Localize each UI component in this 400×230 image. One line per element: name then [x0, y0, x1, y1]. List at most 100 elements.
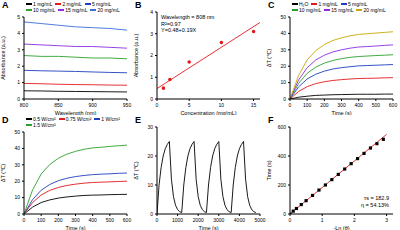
svg-text:0: 0 — [156, 217, 159, 223]
svg-text:3: 3 — [17, 47, 20, 53]
html-text:D: D — [2, 115, 9, 125]
svg-text:30: 30 — [147, 124, 153, 130]
svg-text:200: 200 — [320, 102, 329, 108]
svg-text:3000: 3000 — [213, 217, 224, 223]
svg-text:ΔT (℃): ΔT (℃) — [266, 49, 272, 67]
svg-text:300: 300 — [71, 217, 80, 223]
html-text:τs = 182.9: τs = 182.9 — [364, 195, 389, 201]
svg-text:400: 400 — [278, 153, 287, 159]
svg-text:Concentration (mg/mL): Concentration (mg/mL) — [180, 110, 236, 115]
svg-text:50: 50 — [14, 129, 20, 135]
svg-text:Time (s): Time (s) — [266, 160, 272, 180]
html-text:15 mg/mL: 15 mg/mL — [331, 7, 354, 13]
svg-text:1: 1 — [321, 217, 324, 223]
svg-text:1000: 1000 — [172, 217, 183, 223]
svg-text:1: 1 — [150, 74, 153, 80]
svg-text:850: 850 — [54, 102, 63, 108]
html-text:10 mg/mL: 10 mg/mL — [299, 7, 322, 13]
svg-text:200: 200 — [54, 217, 63, 223]
html-text:Y=0.48+0.19X: Y=0.48+0.19X — [161, 27, 197, 33]
html-text:5 mg/mL: 5 mg/mL — [91, 1, 112, 7]
svg-text:0: 0 — [283, 211, 286, 217]
svg-text:10: 10 — [14, 194, 20, 200]
svg-text:600: 600 — [278, 124, 287, 130]
svg-text:2000: 2000 — [193, 217, 204, 223]
svg-text:600: 600 — [389, 102, 392, 108]
svg-text:0: 0 — [289, 102, 292, 108]
svg-text:Wavelength (nm): Wavelength (nm) — [55, 110, 97, 115]
svg-text:-Ln (θ): -Ln (θ) — [333, 225, 349, 230]
svg-text:0: 0 — [17, 96, 20, 102]
svg-text:0: 0 — [150, 96, 153, 102]
svg-text:2: 2 — [150, 52, 153, 58]
svg-text:800: 800 — [20, 102, 29, 108]
svg-text:950: 950 — [123, 102, 132, 108]
svg-text:50: 50 — [280, 14, 286, 20]
html-text:H₂O: H₂O — [299, 1, 309, 7]
svg-text:Absorbance (a.u.): Absorbance (a.u.) — [133, 33, 139, 77]
svg-text:5: 5 — [188, 102, 191, 108]
html-text:0.75 W/cm²: 0.75 W/cm² — [65, 116, 92, 122]
svg-text:20: 20 — [147, 153, 153, 159]
svg-text:0: 0 — [156, 102, 159, 108]
svg-text:5: 5 — [17, 14, 20, 20]
html-text:1 W/cm²: 1 W/cm² — [101, 116, 120, 122]
svg-text:0: 0 — [23, 217, 26, 223]
svg-text:30: 30 — [280, 47, 286, 53]
svg-text:3: 3 — [385, 217, 388, 223]
html-text:15 mg/mL: 15 mg/mL — [65, 7, 88, 13]
svg-text:15: 15 — [251, 102, 257, 108]
svg-text:4000: 4000 — [234, 217, 245, 223]
svg-text:400: 400 — [88, 217, 97, 223]
svg-text:0: 0 — [283, 96, 286, 102]
svg-text:10: 10 — [147, 182, 153, 188]
svg-text:10: 10 — [280, 79, 286, 85]
svg-text:0: 0 — [289, 217, 292, 223]
html-text:R²=0.97: R²=0.97 — [161, 20, 181, 27]
html-text:B: B — [135, 0, 142, 10]
svg-text:40: 40 — [14, 145, 20, 151]
svg-text:5000: 5000 — [254, 217, 265, 223]
html-text:10 mg/mL: 10 mg/mL — [33, 7, 56, 13]
svg-text:100: 100 — [303, 102, 312, 108]
html-text:E: E — [135, 115, 141, 125]
html-text:A: A — [2, 0, 9, 10]
svg-text:0: 0 — [150, 211, 153, 217]
svg-text:20: 20 — [14, 178, 20, 184]
html-text:C: C — [268, 0, 275, 10]
html-text:Wavelength = 808 nm: Wavelength = 808 nm — [161, 14, 215, 20]
svg-text:0: 0 — [17, 211, 20, 217]
svg-text:4: 4 — [150, 9, 153, 15]
svg-text:10: 10 — [219, 102, 225, 108]
svg-text:40: 40 — [280, 30, 286, 36]
svg-text:500: 500 — [372, 102, 381, 108]
html-text:2 mg/mL: 2 mg/mL — [62, 1, 82, 7]
html-text:1 mg/mL: 1 mg/mL — [33, 1, 53, 7]
svg-text:400: 400 — [354, 102, 363, 108]
html-text:1 mg/mL: 1 mg/mL — [318, 1, 338, 7]
html-text:20 mg/mL: 20 mg/mL — [363, 7, 386, 13]
svg-text:1: 1 — [17, 79, 20, 85]
svg-text:30: 30 — [14, 162, 20, 168]
svg-text:500: 500 — [106, 217, 115, 223]
svg-text:20: 20 — [280, 63, 286, 69]
svg-text:300: 300 — [337, 102, 346, 108]
html-text:20 mg/mL: 20 mg/mL — [97, 7, 120, 13]
html-text:1.5 W/cm²: 1.5 W/cm² — [33, 122, 56, 128]
svg-text:ΔT (℃): ΔT (℃) — [133, 161, 139, 179]
svg-text:2: 2 — [353, 217, 356, 223]
html-text:5 mg/mL: 5 mg/mL — [347, 1, 368, 7]
svg-text:Time (s): Time (s) — [199, 225, 219, 230]
svg-text:200: 200 — [278, 182, 287, 188]
svg-text:100: 100 — [37, 217, 46, 223]
svg-text:900: 900 — [88, 102, 97, 108]
html-text:0.5 W/cm²: 0.5 W/cm² — [33, 116, 56, 122]
svg-text:3: 3 — [150, 31, 153, 37]
svg-text:4: 4 — [17, 30, 20, 36]
svg-text:Time (s): Time (s) — [332, 110, 352, 115]
html-text:F: F — [268, 115, 274, 125]
html-text:η = 54.13%: η = 54.13% — [361, 201, 389, 208]
svg-text:600: 600 — [123, 217, 132, 223]
svg-text:2: 2 — [17, 63, 20, 69]
svg-text:Time (s): Time (s) — [66, 225, 86, 230]
